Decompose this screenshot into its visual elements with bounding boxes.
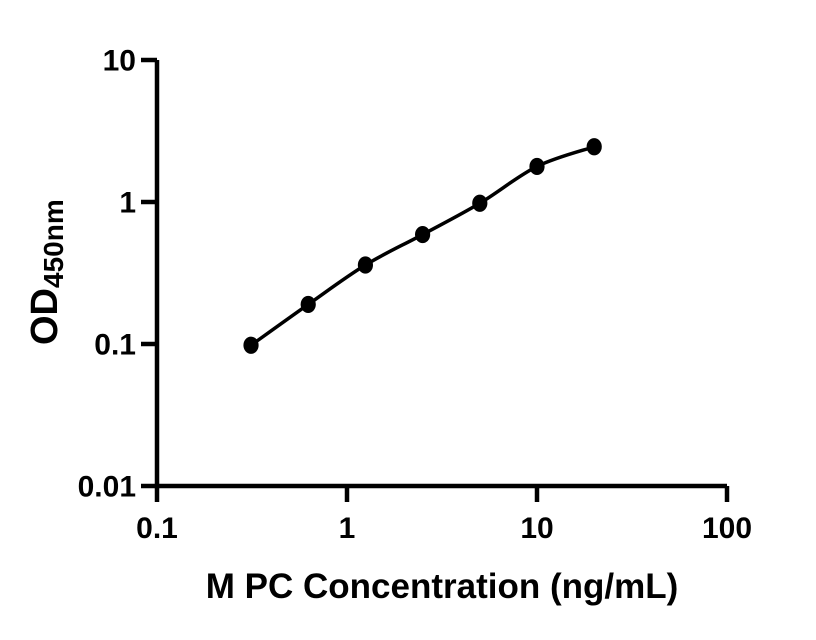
- data-point-marker: [529, 157, 545, 176]
- data-point-marker: [415, 225, 431, 244]
- x-tick-label: 0.1: [136, 512, 178, 545]
- data-point-marker: [586, 138, 602, 156]
- data-point-marker: [357, 256, 374, 274]
- data-point-marker: [300, 295, 316, 314]
- x-tick-label: 1: [339, 512, 356, 545]
- axis-frame: [154, 60, 727, 489]
- x-tick-label: 10: [520, 512, 553, 545]
- data-point-marker: [243, 336, 259, 354]
- y-tick-label: 10: [103, 45, 136, 78]
- y-tick-label: 0.01: [78, 471, 136, 504]
- y-axis-title: OD450nm: [24, 199, 69, 345]
- series-layer: [243, 138, 602, 354]
- y-tick-label: 1: [119, 187, 136, 220]
- y-tick-label: 0.1: [94, 329, 136, 362]
- x-axis-title: M PC Concentration (ng/mL): [206, 567, 678, 606]
- data-point-marker: [472, 194, 488, 212]
- y-axis-title-subscript: 450nm: [38, 199, 69, 288]
- y-axis-title-main: OD: [24, 288, 66, 345]
- x-tick-label: 100: [702, 512, 752, 545]
- curve-line: [250, 145, 595, 347]
